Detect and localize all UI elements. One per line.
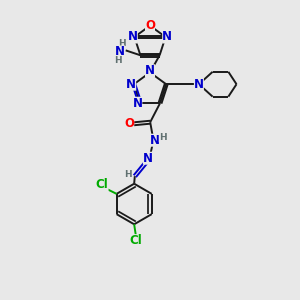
- Text: N: N: [194, 78, 204, 91]
- Text: N: N: [150, 134, 160, 147]
- Text: H: H: [159, 133, 167, 142]
- Text: N: N: [145, 64, 155, 77]
- Text: N: N: [162, 31, 172, 44]
- Text: N: N: [128, 31, 138, 44]
- Text: Cl: Cl: [129, 234, 142, 247]
- Text: N: N: [132, 97, 142, 110]
- Text: N: N: [115, 46, 125, 59]
- Text: Cl: Cl: [96, 178, 109, 191]
- Text: N: N: [143, 152, 153, 165]
- Text: O: O: [145, 19, 155, 32]
- Text: H: H: [118, 39, 126, 48]
- Text: N: N: [126, 78, 136, 91]
- Text: H: H: [124, 170, 131, 179]
- Text: O: O: [124, 117, 134, 130]
- Text: H: H: [114, 56, 122, 65]
